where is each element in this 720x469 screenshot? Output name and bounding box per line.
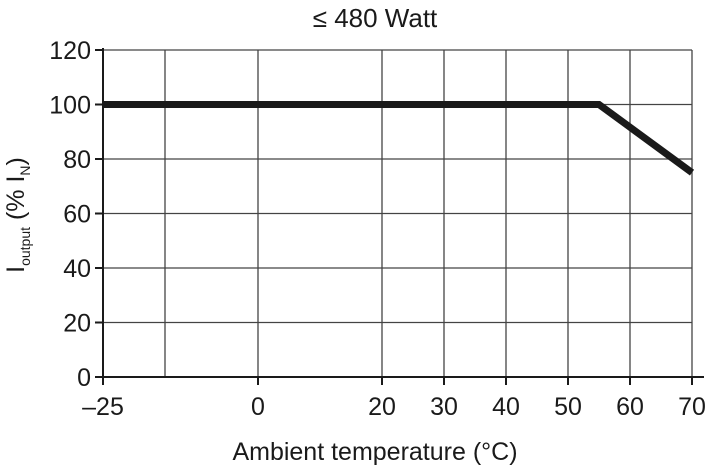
y-tick-label: 100: [49, 92, 91, 120]
x-axis-title: Ambient temperature (°C): [232, 438, 517, 466]
x-axis-ticks: –25 0 20 30 40 50 60 70: [82, 377, 706, 421]
x-tick-label: 0: [251, 393, 265, 421]
y-tick-label: 60: [63, 201, 91, 229]
grid: [102, 49, 693, 378]
series-group: [103, 101, 695, 176]
y-axis-ticks: 0 20 40 60 80 100 120: [49, 37, 103, 392]
y-tick-label: 80: [63, 146, 91, 174]
x-tick-label: 20: [368, 393, 396, 421]
x-tick-label: 30: [430, 393, 458, 421]
y-tick-label: 40: [63, 255, 91, 283]
x-tick-label: 70: [678, 393, 706, 421]
y-tick-label: 0: [77, 364, 91, 392]
y-axis-title: Ioutput (% IN): [2, 157, 33, 273]
x-tick-label: 40: [492, 393, 520, 421]
y-tick-label: 120: [49, 37, 91, 65]
series-line: [103, 101, 695, 176]
x-tick-label: –25: [82, 393, 124, 421]
chart-title: ≤ 480 Watt: [313, 3, 438, 33]
x-tick-label: 50: [554, 393, 582, 421]
x-tick-label: 60: [616, 393, 644, 421]
y-tick-label: 20: [63, 310, 91, 338]
